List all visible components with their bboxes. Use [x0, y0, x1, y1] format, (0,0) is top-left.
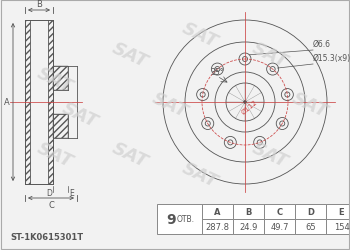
- Bar: [53, 114, 68, 138]
- Bar: [202, 219, 233, 234]
- Text: 24.9: 24.9: [239, 222, 258, 231]
- Text: SAT: SAT: [59, 98, 101, 130]
- Text: Ø112: Ø112: [240, 98, 258, 115]
- Text: 287.8: 287.8: [205, 222, 230, 231]
- Bar: [264, 219, 295, 234]
- Bar: [202, 204, 233, 219]
- Text: SAT: SAT: [179, 19, 221, 51]
- Bar: [25, 21, 30, 184]
- Text: 35°: 35°: [210, 68, 224, 77]
- Bar: [233, 204, 264, 219]
- Text: 9: 9: [166, 212, 176, 226]
- Text: SAT: SAT: [34, 64, 76, 96]
- Text: ST-1K0615301T: ST-1K0615301T: [10, 232, 84, 241]
- Bar: [264, 204, 295, 219]
- Text: SAT: SAT: [34, 138, 76, 170]
- Text: Ø6.6: Ø6.6: [313, 40, 331, 49]
- Bar: [233, 219, 264, 234]
- Text: SAT: SAT: [249, 138, 291, 170]
- Text: Ø15.3(x9): Ø15.3(x9): [313, 54, 350, 63]
- Text: SAT: SAT: [109, 138, 151, 170]
- Text: A: A: [4, 98, 10, 107]
- Bar: [48, 21, 53, 184]
- Text: E: E: [69, 188, 74, 197]
- Bar: [295, 219, 326, 234]
- Text: ОТВ.: ОТВ.: [177, 215, 195, 224]
- Bar: [53, 67, 68, 91]
- Text: SAT: SAT: [109, 39, 151, 71]
- Text: C: C: [276, 207, 282, 216]
- Text: 49.7: 49.7: [270, 222, 289, 231]
- Text: 65: 65: [305, 222, 316, 231]
- Bar: [295, 204, 326, 219]
- Text: SAT: SAT: [149, 88, 191, 120]
- Text: D: D: [46, 188, 52, 197]
- Circle shape: [244, 101, 246, 104]
- Text: SAT: SAT: [249, 39, 291, 71]
- Text: D: D: [307, 207, 314, 216]
- Text: B: B: [36, 0, 42, 9]
- Bar: [326, 219, 350, 234]
- Text: E: E: [339, 207, 344, 216]
- Text: B: B: [245, 207, 252, 216]
- Text: 154: 154: [334, 222, 349, 231]
- Bar: [157, 204, 202, 234]
- Text: SAT: SAT: [179, 158, 221, 190]
- Bar: [326, 204, 350, 219]
- Text: A: A: [214, 207, 221, 216]
- Text: SAT: SAT: [289, 88, 331, 120]
- Text: C: C: [48, 200, 54, 209]
